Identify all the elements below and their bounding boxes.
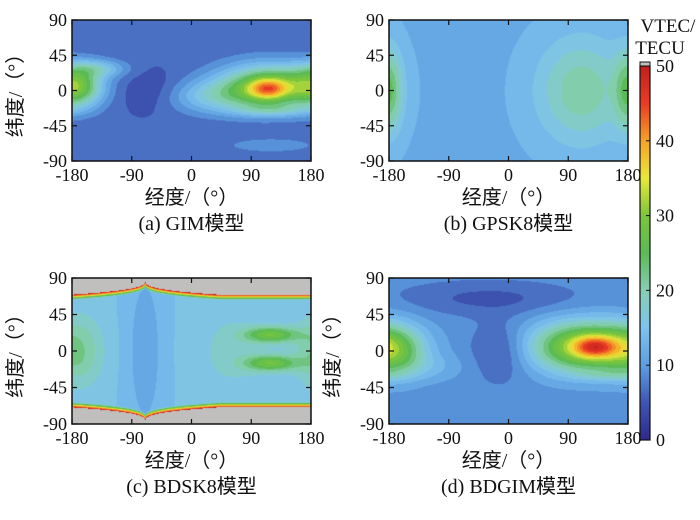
x-tick-label: -90 <box>437 428 461 448</box>
colorbar-overrange-cap <box>639 61 651 67</box>
colorbar-tick-label: 30 <box>656 206 674 226</box>
x-tick-label: 90 <box>559 165 577 185</box>
heatmap-c <box>72 278 311 424</box>
y-axis-title: 纬度/（°） <box>4 44 27 138</box>
x-tick-label: -90 <box>437 165 461 185</box>
y-tick-label: 45 <box>366 305 384 325</box>
x-tick-label: 180 <box>615 428 642 448</box>
colorbar-tick-label: 0 <box>656 430 665 450</box>
y-tick-label: 0 <box>58 81 67 101</box>
heatmap-b <box>389 20 628 161</box>
colorbar-bar <box>639 65 651 441</box>
y-tick-label: 0 <box>375 81 384 101</box>
x-tick-label: -180 <box>373 165 406 185</box>
y-tick-label: -45 <box>360 116 384 136</box>
x-axis-title: 经度/（°） <box>462 449 556 472</box>
colorbar-title-line1: VTEC/ <box>641 16 697 37</box>
x-tick-label: -90 <box>120 428 144 448</box>
panel-caption-d: (d) BDGIM模型 <box>441 475 576 498</box>
panel-caption-b: (b) GPSK8模型 <box>444 212 573 235</box>
x-axis-title: 经度/（°） <box>145 449 239 472</box>
x-tick-label: 180 <box>615 165 642 185</box>
y-tick-label: -90 <box>43 151 67 171</box>
y-tick-label: -45 <box>360 378 384 398</box>
heatmap-a <box>72 20 311 161</box>
y-tick-label: -90 <box>360 414 384 434</box>
colorbar-tick-label: 10 <box>656 355 674 375</box>
colorbar-tick-label: 40 <box>656 131 674 151</box>
y-tick-label: 90 <box>366 10 384 30</box>
panels: -180 -90 0 90 18090450-45-90经度/（°）纬度/（°）(a) … <box>4 10 642 498</box>
y-tick-label: 45 <box>366 45 384 65</box>
y-tick-label: 0 <box>58 341 67 361</box>
x-tick-label: -180 <box>56 165 89 185</box>
x-tick-label: 180 <box>298 428 325 448</box>
x-tick-label: 90 <box>559 428 577 448</box>
x-tick-label: 0 <box>504 165 513 185</box>
panel-c: -180 -90 0 90 18090450-45-90经度/（°）纬度/（°）(c) … <box>4 268 325 498</box>
panel-d: -180 -90 0 90 18090450-45-90经度/（°）纬度/（°）(d) … <box>321 268 642 498</box>
colorbar-tick-label: 20 <box>656 280 674 300</box>
y-tick-label: -45 <box>43 116 67 136</box>
x-tick-label: 0 <box>504 428 513 448</box>
x-tick-label: -90 <box>120 165 144 185</box>
y-tick-label: 90 <box>49 268 67 288</box>
y-tick-label: -45 <box>43 378 67 398</box>
y-tick-label: 90 <box>366 268 384 288</box>
x-tick-label: -180 <box>373 428 406 448</box>
colorbar-title-line2: TECU <box>635 38 685 59</box>
x-tick-label: 180 <box>298 165 325 185</box>
panel-a: -180 -90 0 90 18090450-45-90经度/（°）纬度/（°）(a) … <box>4 10 325 235</box>
x-tick-label: 90 <box>242 428 260 448</box>
x-axis-title: 经度/（°） <box>145 186 239 209</box>
y-tick-label: 45 <box>49 45 67 65</box>
y-axis-title: 纬度/（°） <box>321 304 344 398</box>
panel-caption-c: (c) BDSK8模型 <box>126 475 257 498</box>
colorbar-tick-label: 50 <box>656 56 674 76</box>
y-tick-label: 0 <box>375 341 384 361</box>
y-tick-label: 90 <box>49 10 67 30</box>
panel-caption-a: (a) GIM模型 <box>138 212 244 235</box>
x-tick-label: 90 <box>242 165 260 185</box>
x-axis-title: 经度/（°） <box>462 186 556 209</box>
x-tick-label: -180 <box>56 428 89 448</box>
colorbar: VTEC/ TECU 0 10 20 30 40 50 <box>635 16 696 450</box>
y-tick-label: 45 <box>49 305 67 325</box>
y-tick-label: -90 <box>360 151 384 171</box>
y-tick-label: -90 <box>43 414 67 434</box>
y-axis-title: 纬度/（°） <box>4 304 27 398</box>
heatmap-d <box>389 278 628 424</box>
x-tick-label: 0 <box>187 165 196 185</box>
x-tick-label: 0 <box>187 428 196 448</box>
